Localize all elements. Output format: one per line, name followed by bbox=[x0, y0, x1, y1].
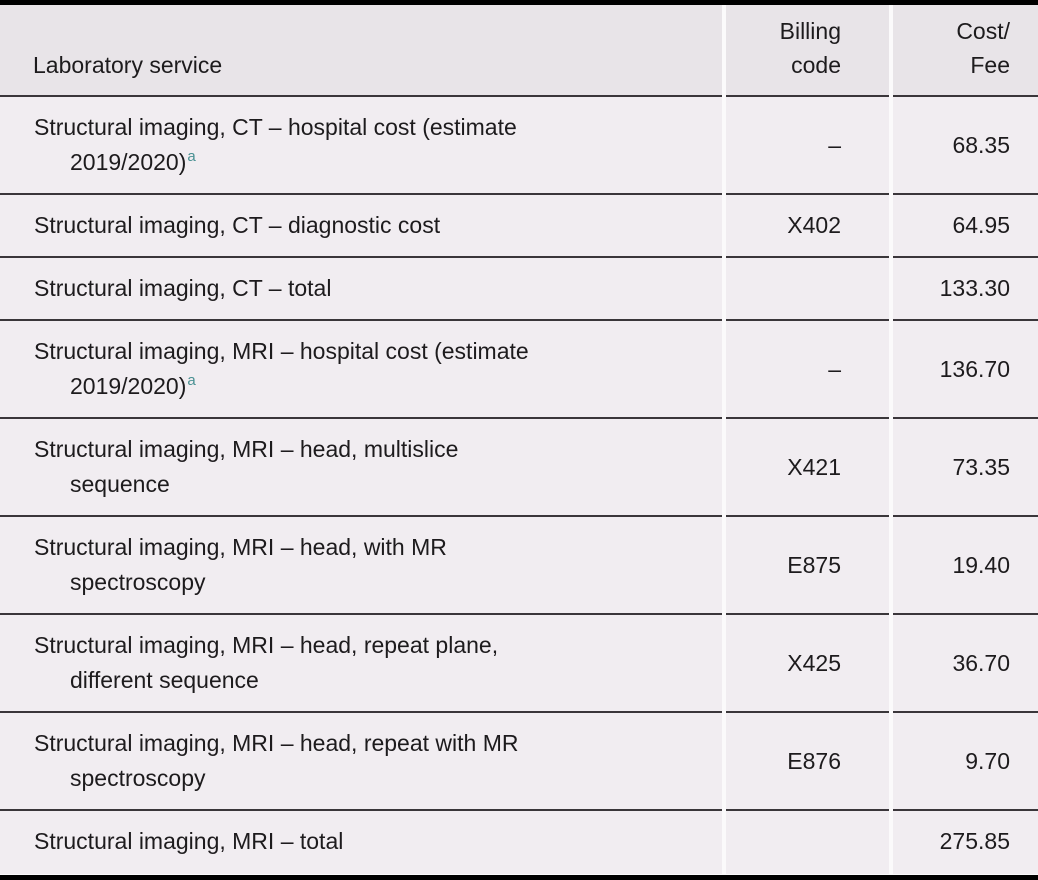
table-row: Structural imaging, MRI – hospital cost … bbox=[0, 321, 1038, 419]
service-label: Structural imaging, CT – total bbox=[34, 275, 332, 301]
billing-code-cell: X402 bbox=[726, 195, 889, 258]
billing-code-cell bbox=[726, 258, 889, 321]
service-cell: Structural imaging, CT – total bbox=[0, 258, 722, 321]
cost-cell: 275.85 bbox=[893, 811, 1038, 874]
cost-cell: 133.30 bbox=[893, 258, 1038, 321]
service-label: Structural imaging, MRI – head, with MR … bbox=[34, 534, 447, 595]
service-cell: Structural imaging, MRI – total bbox=[0, 811, 722, 874]
billing-code-cell bbox=[726, 811, 889, 874]
cost-cell: 19.40 bbox=[893, 517, 1038, 615]
table-header-row: Laboratory service Billing code Cost/ Fe… bbox=[0, 5, 1038, 97]
header-billing-code: Billing code bbox=[726, 5, 889, 97]
table-row: Structural imaging, MRI – head, multisli… bbox=[0, 419, 1038, 517]
service-label: Structural imaging, MRI – head, repeat w… bbox=[34, 730, 519, 791]
header-laboratory-service: Laboratory service bbox=[0, 5, 722, 97]
laboratory-costs-table: Laboratory service Billing code Cost/ Fe… bbox=[0, 5, 1038, 874]
billing-code-cell: X425 bbox=[726, 615, 889, 713]
service-cell: Structural imaging, CT – diagnostic cost bbox=[0, 195, 722, 258]
service-cell: Structural imaging, MRI – head, with MR … bbox=[0, 517, 722, 615]
service-cell: Structural imaging, MRI – head, multisli… bbox=[0, 419, 722, 517]
service-cell: Structural imaging, CT – hospital cost (… bbox=[0, 97, 722, 195]
service-label: Structural imaging, MRI – total bbox=[34, 828, 344, 854]
service-label: Structural imaging, CT – diagnostic cost bbox=[34, 212, 441, 238]
footnote-link-a[interactable]: a bbox=[187, 148, 196, 166]
service-cell: Structural imaging, MRI – hospital cost … bbox=[0, 321, 722, 419]
table-row: Structural imaging, CT – diagnostic cost… bbox=[0, 195, 1038, 258]
table-row: Structural imaging, MRI – head, repeat p… bbox=[0, 615, 1038, 713]
footnote-link-a[interactable]: a bbox=[187, 372, 196, 390]
table-row: Structural imaging, MRI – total 275.85 bbox=[0, 811, 1038, 874]
cost-cell: 68.35 bbox=[893, 97, 1038, 195]
service-label: Structural imaging, CT – hospital cost (… bbox=[34, 114, 517, 175]
billing-code-cell: – bbox=[726, 97, 889, 195]
cost-cell: 64.95 bbox=[893, 195, 1038, 258]
table-row: Structural imaging, MRI – head, repeat w… bbox=[0, 713, 1038, 811]
table-row: Structural imaging, CT – hospital cost (… bbox=[0, 97, 1038, 195]
service-label: Structural imaging, MRI – head, repeat p… bbox=[34, 632, 499, 693]
service-label: Structural imaging, MRI – hospital cost … bbox=[34, 338, 529, 399]
header-cost-fee: Cost/ Fee bbox=[893, 5, 1038, 97]
cost-cell: 136.70 bbox=[893, 321, 1038, 419]
cost-cell: 9.70 bbox=[893, 713, 1038, 811]
billing-code-cell: E876 bbox=[726, 713, 889, 811]
cost-cell: 73.35 bbox=[893, 419, 1038, 517]
service-cell: Structural imaging, MRI – head, repeat w… bbox=[0, 713, 722, 811]
service-label: Structural imaging, MRI – head, multisli… bbox=[34, 436, 459, 497]
table-row: Structural imaging, CT – total 133.30 bbox=[0, 258, 1038, 321]
cost-cell: 36.70 bbox=[893, 615, 1038, 713]
billing-code-cell: – bbox=[726, 321, 889, 419]
table-row: Structural imaging, MRI – head, with MR … bbox=[0, 517, 1038, 615]
billing-code-cell: E875 bbox=[726, 517, 889, 615]
billing-code-cell: X421 bbox=[726, 419, 889, 517]
service-cell: Structural imaging, MRI – head, repeat p… bbox=[0, 615, 722, 713]
